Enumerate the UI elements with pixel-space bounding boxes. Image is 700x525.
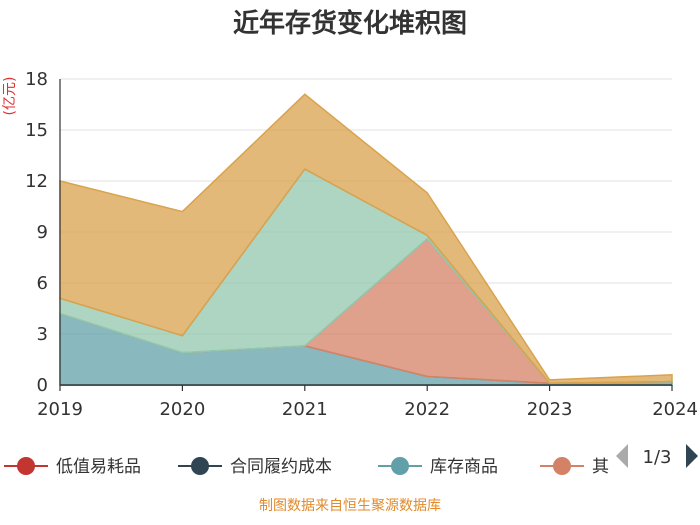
- area-series-5: [59, 93, 673, 385]
- pager-next-icon[interactable]: [686, 444, 698, 468]
- legend-label: 合同履约成本: [230, 457, 332, 477]
- x-tick-label: 2019: [37, 399, 83, 420]
- x-tick-label: 2023: [527, 399, 573, 420]
- x-tick-label: 2021: [282, 399, 328, 420]
- y-tick-label: 6: [37, 273, 48, 294]
- legend-marker: [191, 457, 209, 475]
- x-tick-label: 2024: [652, 399, 698, 420]
- legend-item[interactable]: 其: [540, 457, 609, 477]
- y-tick-label: 3: [37, 324, 48, 345]
- y-tick-label: 12: [25, 171, 48, 192]
- pager-prev-icon[interactable]: [616, 444, 628, 468]
- legend-marker: [17, 457, 35, 475]
- legend-label: 其: [592, 457, 609, 477]
- legend-marker: [553, 457, 571, 475]
- legend-item[interactable]: 低值易耗品: [4, 457, 141, 477]
- pager-label: 1/3: [643, 447, 672, 468]
- legend: 低值易耗品 合同履约成本 库存商品 其: [4, 457, 609, 477]
- y-tick-label: 0: [37, 375, 48, 396]
- axes: 0 3 6 9 12 15 18 2019 2020 2021 2022 2023 2024: [25, 69, 698, 420]
- x-tick-label: 2020: [159, 399, 205, 420]
- source-note: 制图数据来自恒生聚源数据库: [259, 498, 441, 514]
- x-tick-label: 2022: [404, 399, 450, 420]
- legend-item[interactable]: 合同履约成本: [178, 457, 332, 477]
- legend-pager: 1/3: [616, 444, 698, 468]
- legend-item[interactable]: 库存商品: [378, 457, 498, 477]
- y-axis-unit: (亿元): [2, 77, 18, 116]
- chart-title: 近年存货变化堆积图: [233, 8, 467, 39]
- legend-marker: [391, 457, 409, 475]
- legend-label: 低值易耗品: [56, 457, 141, 477]
- legend-label: 库存商品: [430, 457, 498, 477]
- area-series: [59, 93, 673, 386]
- y-tick-label: 18: [25, 69, 48, 90]
- y-tick-label: 9: [37, 222, 48, 243]
- y-tick-label: 15: [25, 120, 48, 141]
